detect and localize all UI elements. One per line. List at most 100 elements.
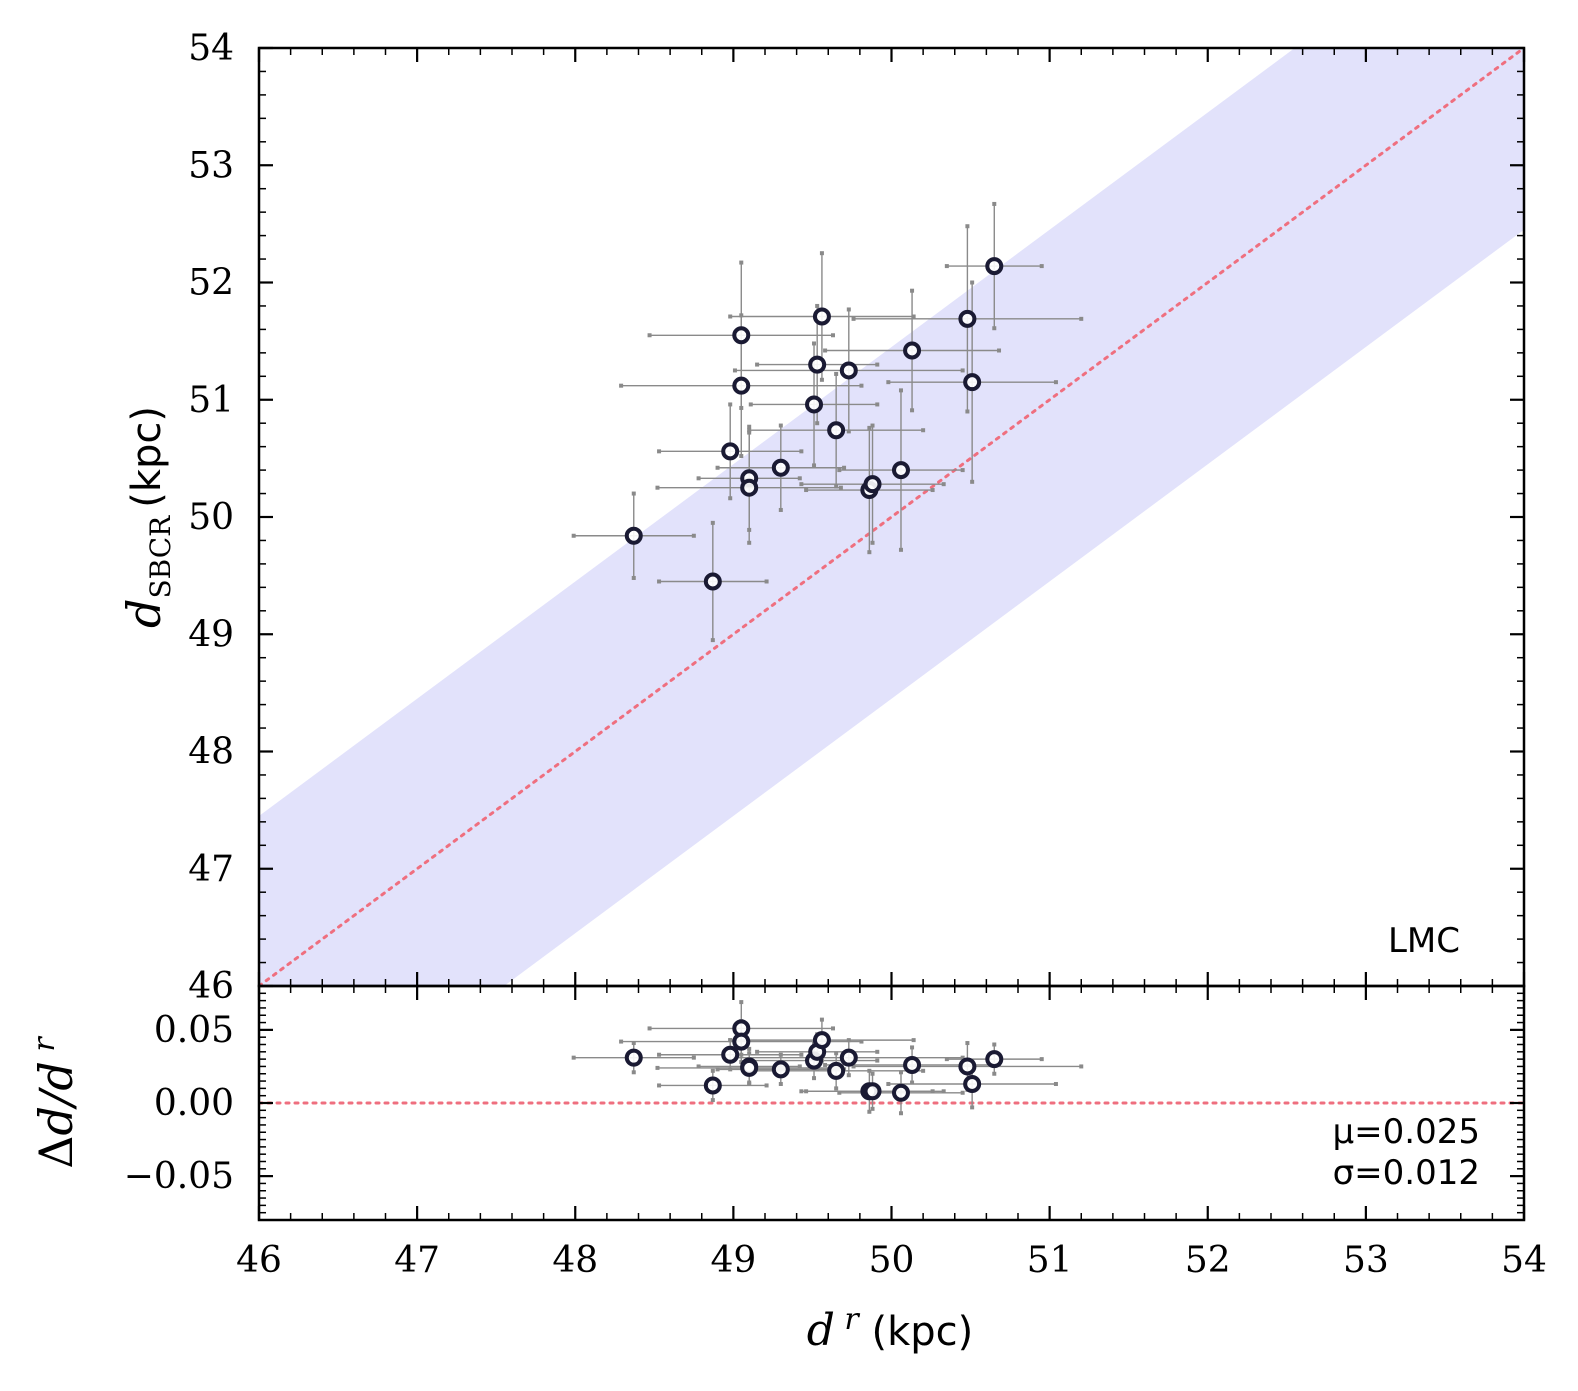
residual-errcap xyxy=(755,1049,760,1054)
main-errcap xyxy=(747,428,752,433)
residual-point xyxy=(839,1048,858,1067)
main-errcap xyxy=(812,341,817,346)
main-point xyxy=(732,326,751,345)
y-tick-label: 46 xyxy=(188,966,234,1007)
main-errcap xyxy=(886,380,891,385)
main-point xyxy=(624,526,643,545)
residual-errcap xyxy=(799,1089,804,1094)
residual-errcap xyxy=(834,1086,839,1091)
residual-errcap xyxy=(619,1039,624,1044)
y-axis-label-main: dSBCR(kpc) xyxy=(117,406,177,628)
residual-point xyxy=(958,1057,977,1076)
residual-errcap xyxy=(710,1068,715,1073)
main-errcap xyxy=(1039,264,1044,269)
residual-y-tick-label: 0.00 xyxy=(154,1083,234,1124)
main-errcap xyxy=(647,333,652,338)
main-errcap xyxy=(748,402,753,407)
points-layer xyxy=(624,257,1004,591)
y-tick-label: 48 xyxy=(188,732,234,773)
residual-point xyxy=(903,1055,922,1074)
residual-errcap xyxy=(846,1073,851,1078)
main-errcap xyxy=(710,638,715,643)
residual-errcap xyxy=(691,1055,696,1060)
residual-errcap xyxy=(739,1060,744,1065)
main-point xyxy=(958,309,977,328)
main-errcap xyxy=(838,485,843,490)
residual-errcap xyxy=(799,1052,804,1057)
mu-annotation: μ=0.025 xyxy=(1333,1112,1480,1152)
main-errcap xyxy=(739,313,744,318)
residual-errcap xyxy=(837,1090,842,1095)
main-errcap xyxy=(755,362,760,367)
x-axis-label: d r (kpc) xyxy=(807,1302,974,1356)
main-errcap xyxy=(911,314,916,319)
main-errcap xyxy=(898,547,903,552)
main-errcap xyxy=(657,449,662,454)
x-tick-label: 54 xyxy=(1501,1240,1547,1281)
residual-errcap xyxy=(647,1026,652,1031)
residual-errcap xyxy=(859,1039,864,1044)
main-errcap xyxy=(960,368,965,373)
main-errcap xyxy=(851,316,856,321)
residual-point xyxy=(963,1074,982,1093)
residual-errcap xyxy=(992,1042,997,1047)
residual-errcap xyxy=(571,1055,576,1060)
main-point xyxy=(903,341,922,360)
residual-errcap xyxy=(875,1058,880,1063)
main-point xyxy=(963,373,982,392)
residual-errorbar-layer xyxy=(571,1000,1084,1116)
main-errcap xyxy=(921,428,926,433)
residual-point xyxy=(721,1045,740,1064)
residual-errcap xyxy=(911,1038,916,1043)
residual-errcap xyxy=(1053,1081,1058,1086)
main-errcap xyxy=(944,264,949,269)
residual-errcap xyxy=(710,1098,715,1103)
residual-errcap xyxy=(655,1065,660,1070)
residual-errcap xyxy=(819,1017,824,1022)
main-errcap xyxy=(747,424,752,429)
main-errcap xyxy=(571,533,576,538)
main-errcap xyxy=(1079,316,1084,321)
sigma-annotation: σ=0.012 xyxy=(1333,1153,1480,1193)
main-errcap xyxy=(846,429,851,434)
main-errcap xyxy=(631,575,636,580)
residual-errcap xyxy=(778,1081,783,1086)
residual-errcap xyxy=(823,1062,828,1067)
main-errcap xyxy=(799,482,804,487)
residual-panel: 0.05 0.00 −0.05 μ=0.025 σ=0.012 xyxy=(124,984,1526,1222)
x-tick-label: 49 xyxy=(710,1240,756,1281)
main-errcap xyxy=(715,465,720,470)
y-axis-label-residual: Δd/d r xyxy=(27,1036,83,1169)
residual-y-tick-label: 0.05 xyxy=(154,1010,234,1051)
main-point xyxy=(985,257,1004,276)
main-errcap xyxy=(631,491,636,496)
main-errcap xyxy=(747,540,752,545)
residual-errcap xyxy=(870,1106,875,1111)
residual-errcap xyxy=(944,1057,949,1062)
main-errcap xyxy=(970,479,975,484)
residual-point xyxy=(703,1076,722,1095)
x-tick-label: 51 xyxy=(1027,1240,1073,1281)
residual-errcap xyxy=(910,1045,915,1050)
reference-line-layer xyxy=(259,48,1524,986)
main-errcap xyxy=(764,579,769,584)
main-errcap xyxy=(965,224,970,229)
main-errcap xyxy=(819,251,824,256)
residual-y-tick-label: −0.05 xyxy=(124,1156,234,1197)
main-errcap xyxy=(732,368,737,373)
residual-errcap xyxy=(631,1041,636,1046)
residual-errcap xyxy=(747,1051,752,1056)
main-errcap xyxy=(965,409,970,414)
main-errcap xyxy=(728,496,733,501)
main-errcap xyxy=(960,468,965,473)
main-errcap xyxy=(747,430,752,435)
residual-errcap xyxy=(992,1071,997,1076)
main-errcap xyxy=(739,260,744,265)
residual-errcap xyxy=(851,1064,856,1069)
main-point xyxy=(805,395,824,414)
y-tick-label: 50 xyxy=(188,497,234,538)
residual-errcap xyxy=(1079,1064,1084,1069)
main-errcap xyxy=(867,425,872,430)
main-errcap xyxy=(875,362,880,367)
